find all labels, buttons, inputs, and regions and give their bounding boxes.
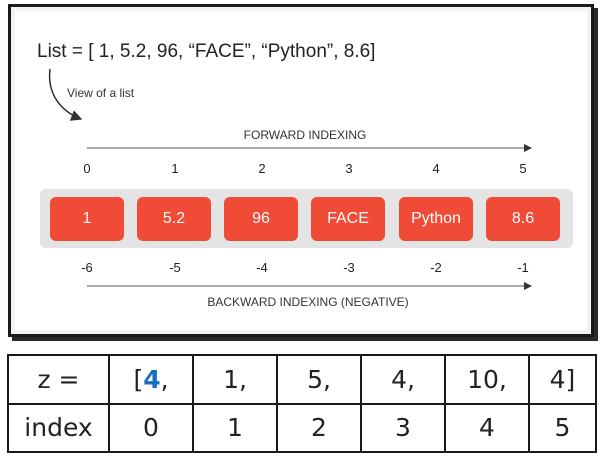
backward-indexing-title: BACKWARD INDEXING (NEGATIVE): [207, 295, 409, 309]
highlighted-value: 4: [143, 364, 161, 394]
list-element-2: 96: [224, 197, 298, 241]
forward-index-3: 3: [345, 161, 353, 176]
index-value-5: 5: [528, 402, 597, 453]
z-value-1: 1,: [192, 354, 278, 405]
z-value-2: 5,: [276, 354, 362, 405]
list-element-3: FACE: [311, 197, 385, 241]
backward-index-0: -6: [81, 260, 93, 275]
forward-index-1: 1: [171, 161, 179, 176]
forward-index-2: 2: [258, 161, 266, 176]
index-value-4: 4: [444, 402, 530, 453]
list-indexing-diagram: List = [ 1, 5.2, 96, “FACE”, “Python”, 8…: [8, 4, 594, 337]
forward-index-4: 4: [432, 161, 440, 176]
index-label: index: [7, 402, 110, 453]
value-comma: ,: [160, 364, 169, 394]
index-value-1: 1: [192, 402, 278, 453]
z-value-5: 4]: [528, 354, 597, 405]
forward-index-5: 5: [519, 161, 527, 176]
values-row: z = [4, 1, 5, 4, 10, 4]: [7, 354, 597, 405]
diagram-canvas: List = [ 1, 5.2, 96, “FACE”, “Python”, 8…: [15, 11, 587, 330]
index-value-3: 3: [360, 402, 446, 453]
list-element-0: 1: [50, 197, 124, 241]
index-value-2: 2: [276, 402, 362, 453]
backward-index-1: -5: [169, 260, 181, 275]
index-value-0: 0: [108, 402, 194, 453]
forward-indexing-title: FORWARD INDEXING: [243, 128, 367, 142]
z-index-table: z = [4, 1, 5, 4, 10, 4] index 0 1 2 3 4 …: [7, 354, 597, 453]
z-value-4: 10,: [444, 354, 530, 405]
view-of-list-label: View of a list: [67, 86, 135, 100]
list-definition: List = [ 1, 5.2, 96, “FACE”, “Python”, 8…: [37, 41, 376, 62]
z-value-0: [4,: [108, 354, 194, 405]
z-label: z =: [7, 354, 110, 405]
z-value-3: 4,: [360, 354, 446, 405]
curved-pointer-arrow: [48, 68, 83, 121]
list-elements-tray: [40, 189, 573, 248]
index-row: index 0 1 2 3 4 5: [7, 402, 597, 453]
forward-index-0: 0: [83, 161, 91, 176]
list-element-5: 8.6: [486, 197, 560, 241]
backward-index-3: -3: [343, 260, 355, 275]
backward-index-2: -4: [256, 260, 268, 275]
list-element-4: Python: [399, 197, 473, 241]
list-element-1: 5.2: [137, 197, 211, 241]
diagram-arrows: [48, 68, 532, 290]
open-bracket: [: [133, 364, 144, 394]
backward-index-4: -2: [430, 260, 442, 275]
backward-index-5: -1: [517, 260, 529, 275]
